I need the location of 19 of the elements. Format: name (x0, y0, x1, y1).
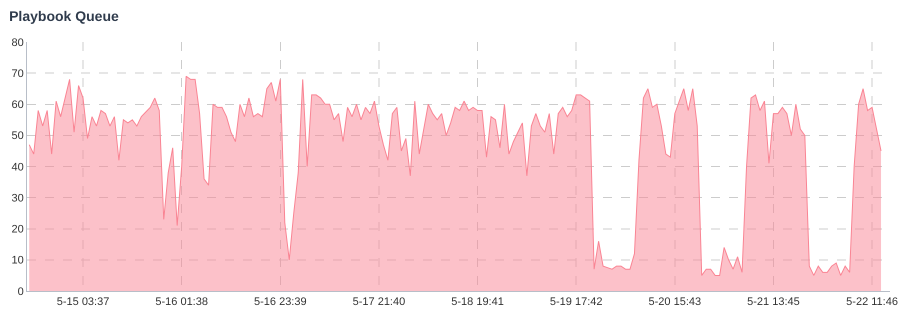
y-tick-label: 60 (12, 99, 24, 112)
x-tick-label: 5-20 15:43 (648, 296, 702, 308)
y-tick-label: 50 (12, 130, 24, 142)
x-tick-label: 5-21 13:45 (747, 296, 800, 308)
x-tick-label: 5-16 23:39 (254, 296, 307, 308)
x-tick-label: 5-22 11:46 (846, 296, 898, 308)
y-tick-label: 30 (12, 192, 24, 204)
y-tick-label: 0 (18, 286, 24, 298)
x-tick-label: 5-17 21:40 (352, 296, 406, 308)
x-tick-label: 5-18 19:41 (451, 296, 504, 308)
y-tick-label: 70 (12, 68, 24, 80)
y-tick-label: 10 (12, 254, 24, 267)
y-tick-label: 20 (12, 224, 24, 236)
y-tick-label: 80 (12, 36, 24, 49)
y-tick-label: 40 (12, 161, 24, 174)
x-tick-label: 5-15 03:37 (56, 296, 110, 308)
x-tick-label: 5-16 01:38 (155, 296, 208, 308)
x-tick-label: 5-19 17:42 (550, 296, 602, 308)
chart-title: Playbook Queue (9, 8, 120, 24)
